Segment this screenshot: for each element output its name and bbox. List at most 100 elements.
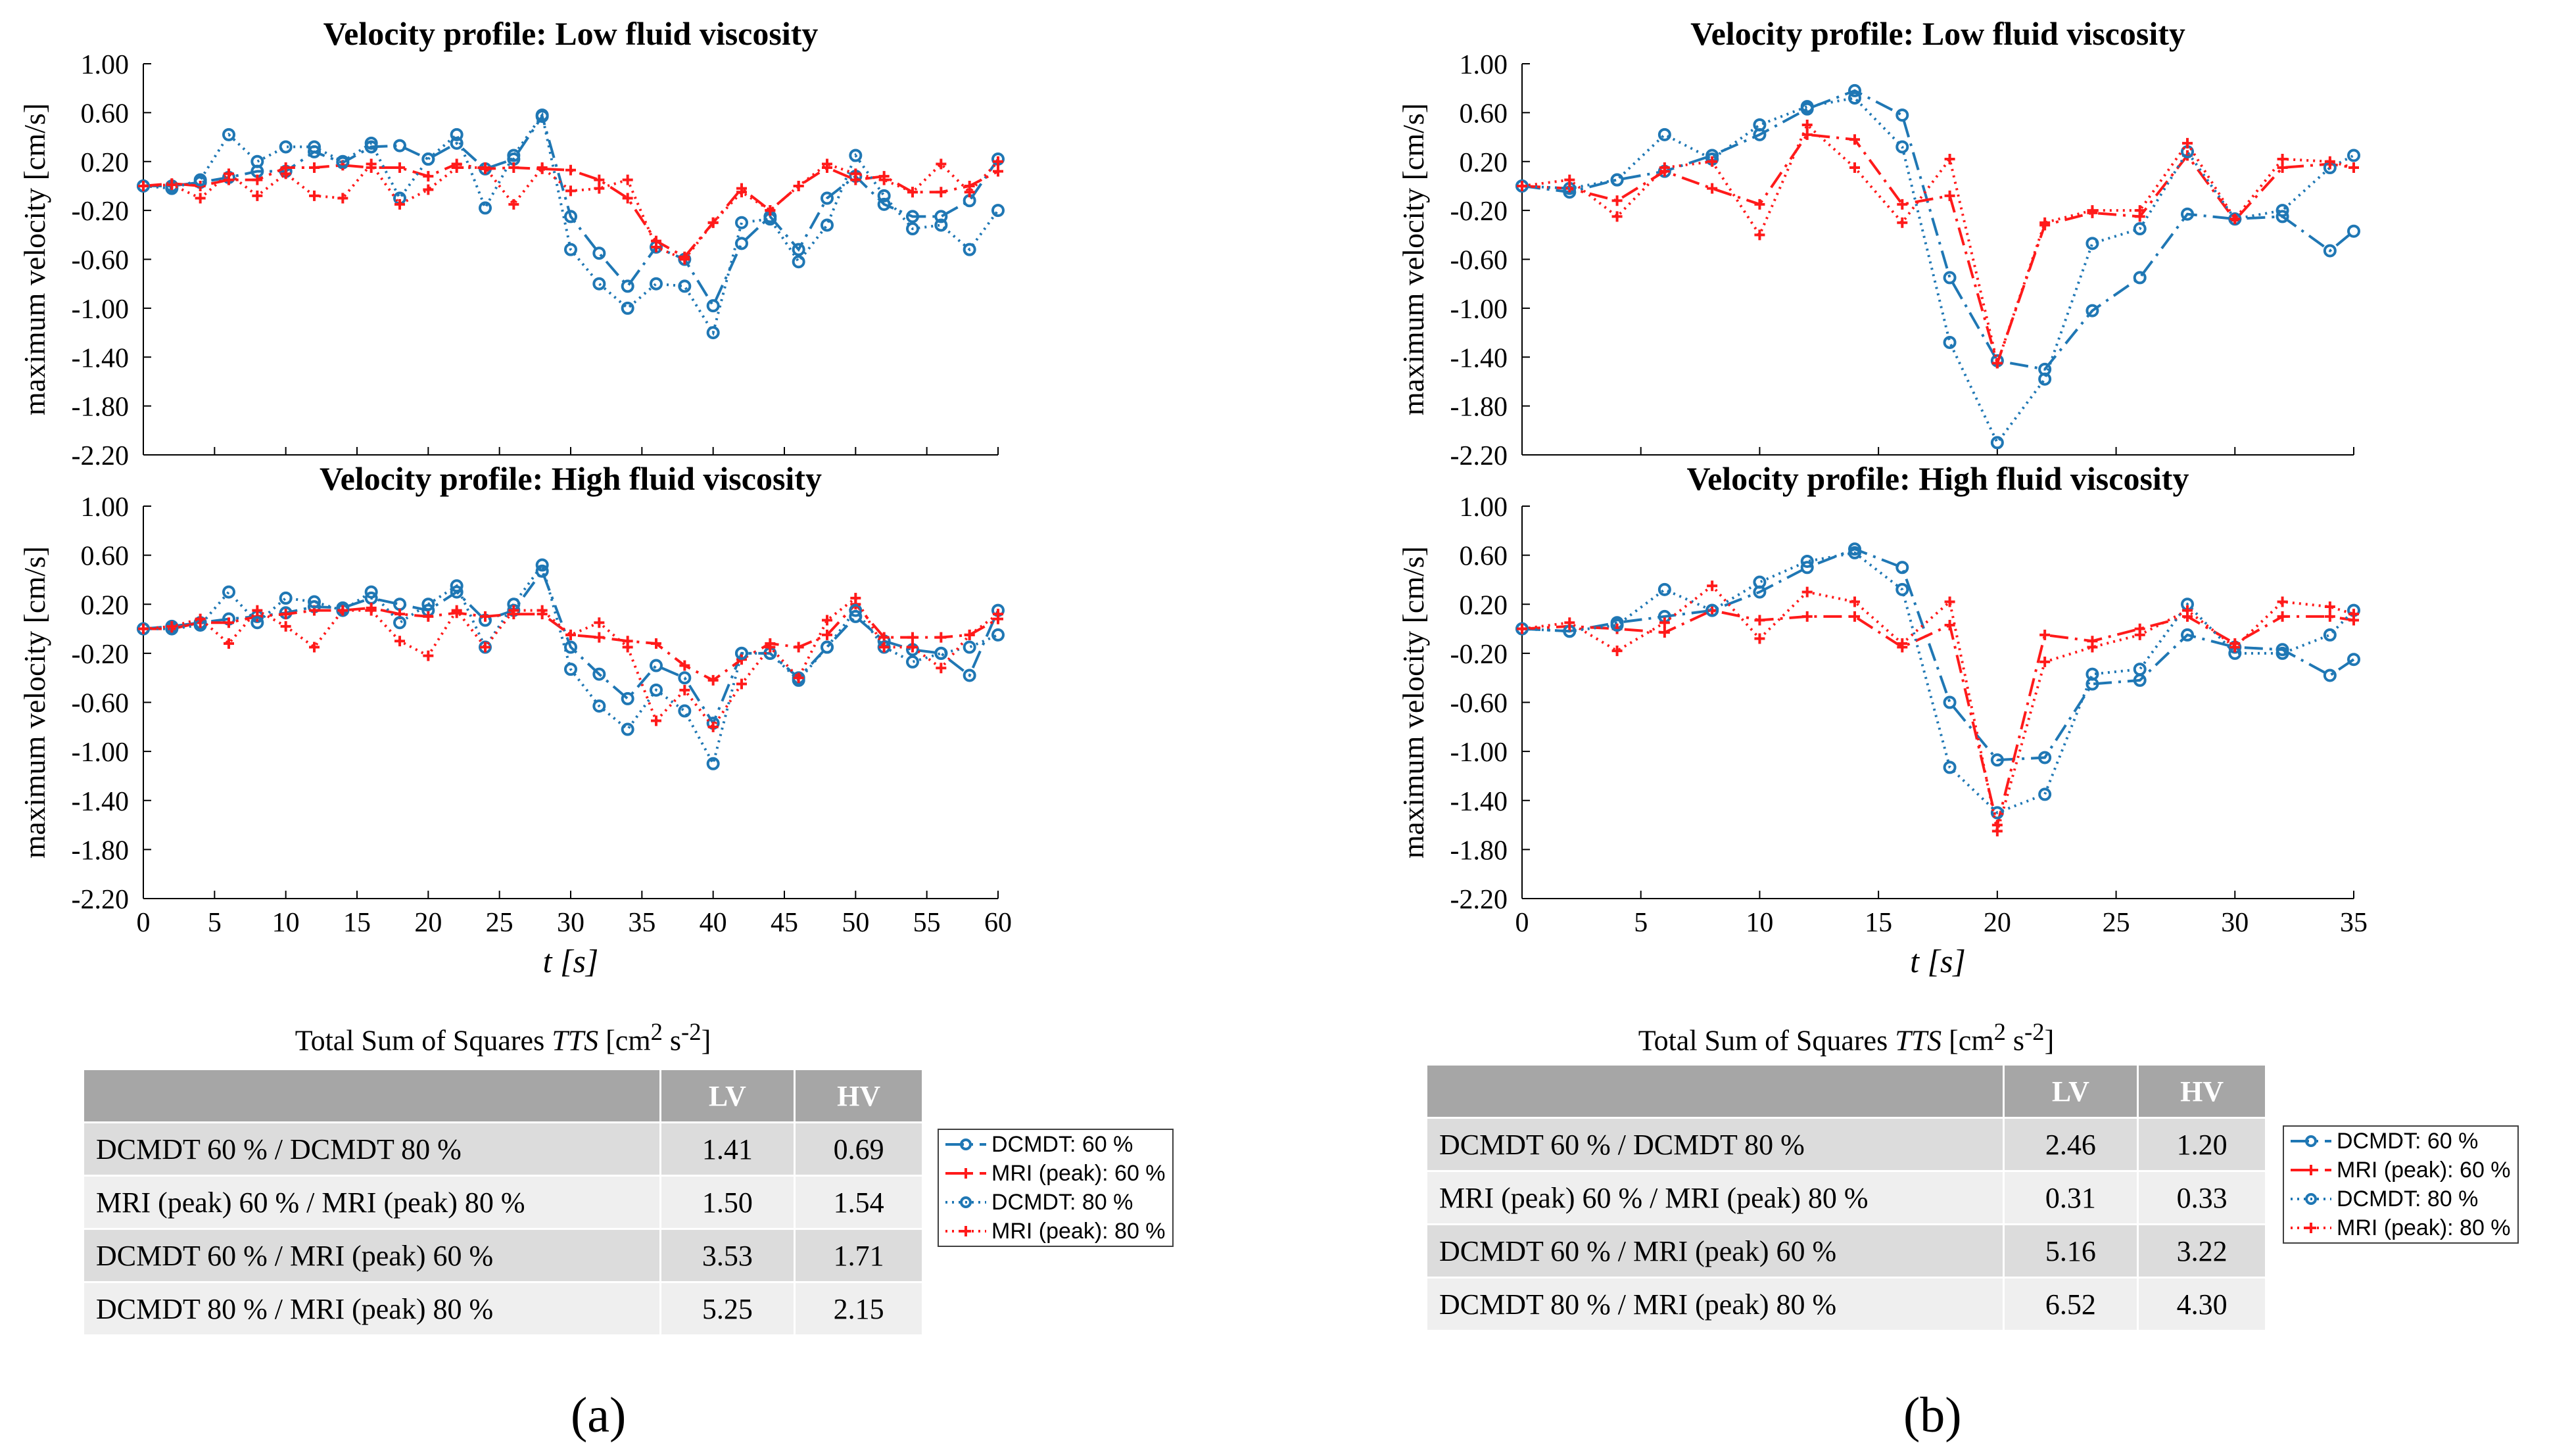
data-point-d80 <box>1990 806 2004 820</box>
data-point-m80 <box>736 187 747 198</box>
y-tick-label: -1.80 <box>1450 835 1508 866</box>
legend-marker <box>961 1168 971 1179</box>
y-tick-label: 1.00 <box>1460 50 1508 80</box>
series-line-d60 <box>1521 89 2355 371</box>
cell-lv: 1.50 <box>659 1175 796 1230</box>
data-point-d80 <box>2085 237 2099 250</box>
y-tick-label: -0.60 <box>1450 689 1508 719</box>
x-tick-label: 30 <box>557 908 584 938</box>
cell-lv: 0.31 <box>2002 1170 2139 1225</box>
data-point-d60 <box>735 237 748 250</box>
y-tick-label: -2.20 <box>72 441 130 471</box>
data-point-m60 <box>1801 611 1813 622</box>
chart-title: Velocity profile: High fluid viscosity <box>320 460 822 497</box>
data-point-m80 <box>765 205 776 216</box>
x-tick-label: 35 <box>2340 908 2368 938</box>
data-point-m80 <box>2039 217 2051 228</box>
legend-swatch-d60 <box>945 1139 986 1150</box>
data-point-m80 <box>1801 586 1813 598</box>
data-point-m80 <box>1517 180 1527 191</box>
charts-canvas: Velocity profile: Low fluid viscosity 1.0… <box>18 15 2368 979</box>
table-row: DCMDT 60 % / DCMDT 80 % 1.41 0.69 <box>82 1121 924 1177</box>
legend-label: DCMDT: 60 % <box>2337 1128 2479 1154</box>
data-point-d80 <box>250 616 264 630</box>
data-point-m80 <box>565 185 576 197</box>
data-point-d60 <box>2085 304 2099 317</box>
data-point-m80 <box>1849 162 1860 174</box>
data-point-d60 <box>706 299 720 313</box>
x-tick-label: 45 <box>771 908 798 938</box>
data-point-m80 <box>280 621 291 632</box>
data-point-m80 <box>1801 119 1813 130</box>
data-point-d80 <box>735 646 748 660</box>
data-point-m80 <box>138 180 149 191</box>
data-point-m80 <box>907 642 918 653</box>
chart-b-low: Velocity profile: Low fluid viscosity 1.0… <box>1396 15 2360 471</box>
data-point-m80 <box>2324 601 2335 612</box>
table-a-title: Total Sum of Squares TTS [cm2 s-2] <box>82 1018 924 1058</box>
data-point-m80 <box>1991 358 2003 369</box>
data-point-d80 <box>2275 204 2289 218</box>
header-blank <box>1425 1064 2005 1119</box>
data-point-d80 <box>849 149 863 162</box>
tts-table-b: LV HV DCMDT 60 % / DCMDT 80 % 2.46 1.20 MR… <box>1425 1064 2267 1332</box>
y-tick-label: -2.20 <box>1450 441 1508 471</box>
data-point-m80 <box>1707 156 1718 167</box>
data-point-d80 <box>877 189 891 202</box>
data-point-d80 <box>308 140 321 154</box>
data-point-m60 <box>1897 199 1908 210</box>
data-point-d80 <box>991 204 1005 218</box>
data-point-d80 <box>678 704 692 718</box>
cell-lv: 5.16 <box>2002 1223 2139 1279</box>
data-point-d60 <box>592 667 606 681</box>
data-point-m80 <box>936 158 947 170</box>
legend-label: MRI (peak): 80 % <box>991 1218 1166 1244</box>
legend-item-d80: DCMDT: 80 % <box>939 1188 1172 1217</box>
y-tick-label: -1.40 <box>72 787 130 817</box>
cell-hv: 0.33 <box>2137 1170 2267 1225</box>
data-point-m80 <box>224 168 234 179</box>
data-point-d80 <box>535 108 549 122</box>
x-tick-label: 0 <box>137 908 151 938</box>
y-tick-label: -0.60 <box>1450 246 1508 276</box>
y-tick-label: 0.20 <box>1460 590 1508 621</box>
x-tick-label: 10 <box>1746 908 1773 938</box>
data-point-d80 <box>479 201 492 215</box>
data-point-m80 <box>536 162 548 174</box>
y-tick-label: 1.00 <box>1460 492 1508 523</box>
x-tick-label: 50 <box>842 908 869 938</box>
y-tick-label: 0.20 <box>81 590 130 621</box>
x-tick-label: 60 <box>984 908 1012 938</box>
data-point-d80 <box>991 628 1005 642</box>
panel-label-a: (a) <box>571 1388 627 1443</box>
data-point-d80 <box>1848 91 1861 105</box>
series-m80 <box>1517 580 2359 837</box>
x-tick-label: 5 <box>1634 908 1648 938</box>
data-point-d80 <box>1895 582 1909 596</box>
data-point-m80 <box>423 184 434 195</box>
row-label: DCMDT 60 % / DCMDT 80 % <box>1425 1117 2005 1172</box>
data-point-m80 <box>1849 596 1860 607</box>
data-point-d60 <box>906 210 919 223</box>
x-tick-label: 0 <box>1515 908 1529 938</box>
panel-label-b: (b) <box>1903 1388 1962 1443</box>
data-point-d80 <box>564 243 577 256</box>
data-point-d80 <box>821 640 834 654</box>
cell-hv: 3.22 <box>2137 1223 2267 1279</box>
data-point-m80 <box>508 605 519 616</box>
data-point-d60 <box>535 564 549 578</box>
data-point-d60 <box>1895 108 1909 122</box>
data-point-d80 <box>535 558 549 572</box>
data-point-d80 <box>193 173 207 187</box>
data-point-d80 <box>678 279 692 293</box>
row-label: DCMDT 60 % / MRI (peak) 60 % <box>1425 1223 2005 1279</box>
legend-item-m60: MRI (peak): 60 % <box>2284 1156 2517 1185</box>
data-point-m60 <box>1707 605 1718 616</box>
legend-swatch-m60 <box>2291 1165 2331 1175</box>
legend-swatch-d80 <box>945 1196 986 1208</box>
row-label: DCMDT 60 % / MRI (peak) 60 % <box>82 1228 661 1283</box>
data-point-d60 <box>678 671 692 685</box>
data-point-m80 <box>2324 156 2335 167</box>
data-point-m60 <box>2324 611 2335 622</box>
data-point-d80 <box>1657 128 1671 141</box>
